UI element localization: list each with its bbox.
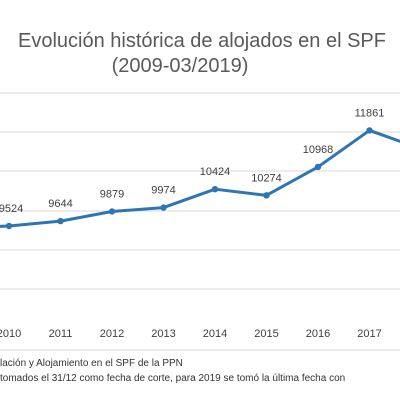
chart-subtitle: (2009-03/2019) <box>112 55 249 77</box>
series-line <box>0 128 400 228</box>
data-point-2012 <box>108 208 116 215</box>
data-point-2011 <box>57 217 64 225</box>
data-labels: 9524 9644 9879 9974 10424 10274 10968 11861 <box>0 107 384 215</box>
data-point-2017 <box>366 127 373 134</box>
x-tick-2011: 2011 <box>49 328 73 340</box>
data-point-2013 <box>160 204 167 211</box>
x-tick-2015: 2015 <box>254 328 278 340</box>
data-points <box>5 127 373 230</box>
x-tick-2014: 2014 <box>203 328 227 340</box>
chart-title: Evolución histórica de alojados en el SP… <box>18 30 386 52</box>
data-label-2013: 9974 <box>151 185 175 197</box>
footnote-line-2: tomados el 31/12 como fecha de corte, pa… <box>0 373 345 384</box>
series-polyline <box>0 128 400 228</box>
data-label-2017: 11861 <box>355 107 385 119</box>
data-label-2010: 9524 <box>0 203 23 215</box>
data-label-2012: 9879 <box>100 188 124 200</box>
x-tick-2017: 2017 <box>357 328 381 340</box>
data-point-2016 <box>314 163 322 171</box>
x-tick-2016: 2016 <box>306 328 330 340</box>
gridlines <box>0 92 400 290</box>
x-tick-2010: 2010 <box>0 328 21 340</box>
x-tick-2013: 2013 <box>151 328 175 340</box>
footnote-line-1: lación y Alojamiento en el SPF de la PPN <box>0 358 183 369</box>
data-label-2015: 10274 <box>251 172 282 184</box>
data-label-2016: 10968 <box>303 144 334 156</box>
x-axis-ticks: 2010 2011 2012 2013 2014 2015 2016 2017 <box>0 328 382 340</box>
data-point-2014 <box>211 185 219 193</box>
data-point-2010 <box>5 222 13 230</box>
data-label-2014: 10424 <box>200 166 231 178</box>
x-tick-2012: 2012 <box>100 328 124 340</box>
data-point-2015 <box>263 192 270 199</box>
data-label-2011: 9644 <box>48 198 72 210</box>
